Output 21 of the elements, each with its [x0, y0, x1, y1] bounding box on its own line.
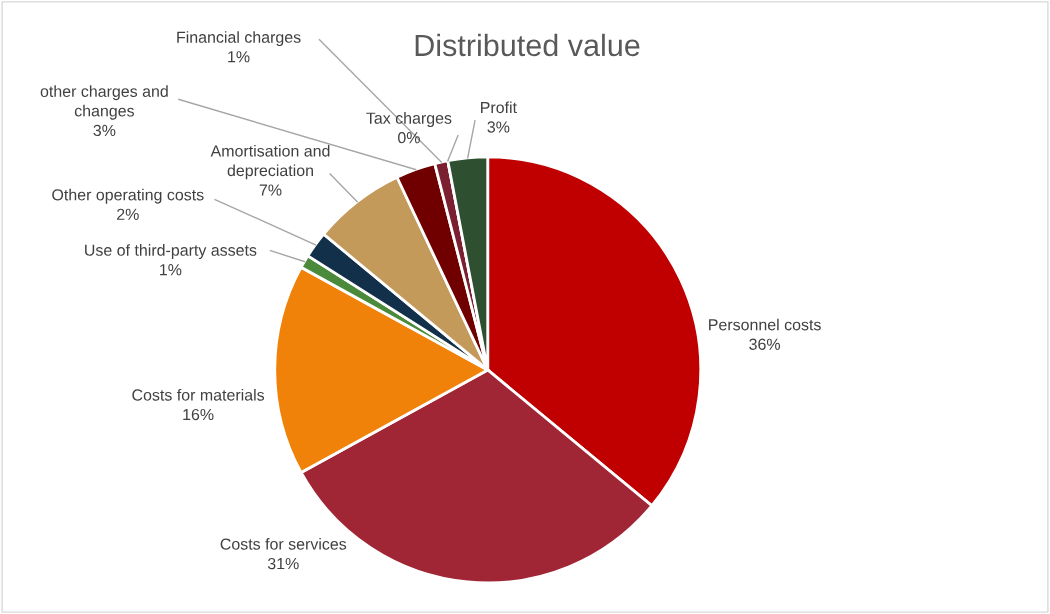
data-label: 36% [749, 338, 781, 350]
slice-label: Profit [481, 101, 517, 114]
data-label: 3% [487, 121, 510, 133]
data-label: 1% [228, 51, 250, 63]
data-label: 31% [267, 557, 299, 570]
slice-label: Amortisation and depreciation [210, 144, 330, 180]
slice-label: other charges and changes [40, 85, 168, 120]
text: 0% [398, 132, 420, 144]
category-label: Tax charges [366, 112, 452, 127]
data-label: 3% [93, 124, 116, 137]
slice-label: Financial charges [177, 31, 301, 47]
slice-label: Other operating costs [52, 188, 204, 204]
data-label: 7% [259, 184, 282, 196]
data-label: 16% [183, 408, 214, 421]
data-label: 1% [160, 264, 182, 276]
slice-label: Costs for services [220, 538, 347, 550]
chart-title: Distributed value [415, 33, 640, 57]
slice-label: Use of third-party assets [85, 244, 257, 259]
data-label: 2% [117, 208, 139, 220]
slice-label: Personnel costs [709, 318, 821, 331]
slice-label: Costs for materials [132, 388, 265, 401]
